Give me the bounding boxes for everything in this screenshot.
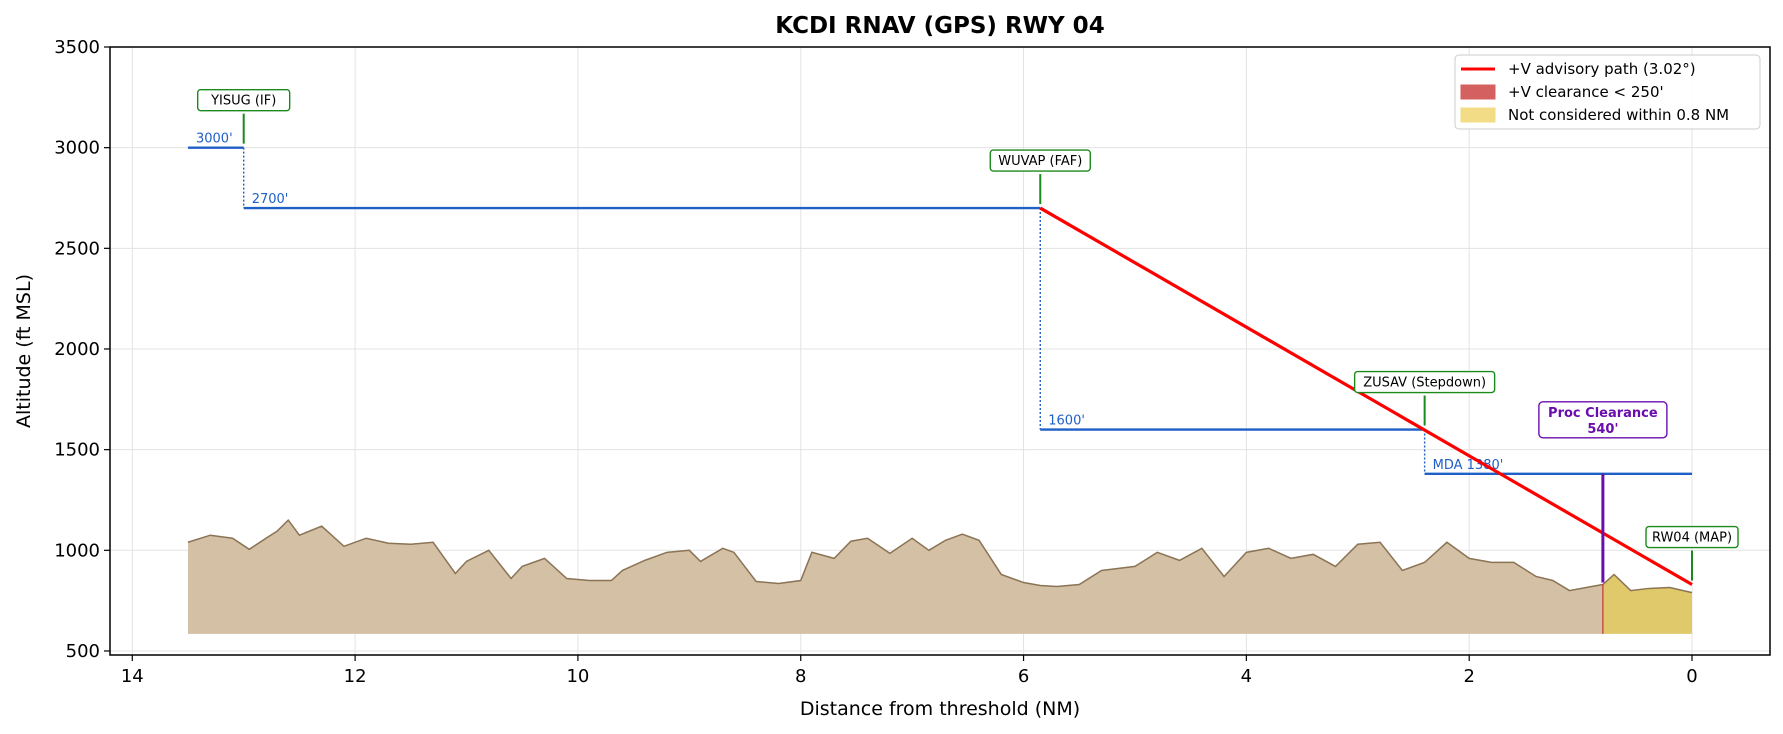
axis-ticks: 14 12 10 8 6 4 2 0 500 1000 1500 2000 2500 3000 3500: [54, 37, 1698, 687]
legend-label: Not considered within 0.8 NM: [1508, 106, 1729, 124]
x-axis-label: Distance from threshold (NM): [800, 698, 1080, 720]
fix-label-box: [989, 149, 1091, 172]
x-tick-label: 10: [566, 666, 589, 687]
advisory-path-line: [1039, 206, 1693, 586]
terrain-area: [187, 520, 1603, 634]
plot-frame: [109, 46, 1771, 656]
legend-patch-swatch: [1460, 84, 1496, 100]
x-tick-label: 0: [1686, 666, 1697, 687]
legend-label: +V advisory path (3.02°): [1508, 60, 1696, 78]
altitude-segment-label: MDA 1380': [1433, 458, 1504, 473]
grid: [110, 46, 1770, 655]
legend-label: +V clearance < 250': [1508, 83, 1664, 101]
fix-markers: YISUG (IF) WUVAP (FAF) ZUSAV (Stepdown) RW0…: [196, 88, 1739, 581]
y-tick-label: 500: [66, 641, 100, 662]
x-tick-label: 6: [1018, 666, 1029, 687]
proc-clearance-label: Proc Clearance: [1548, 406, 1658, 421]
fix-label-box: [1353, 370, 1496, 394]
x-tick-label: 12: [344, 666, 367, 687]
proc-clearance-box: [1538, 401, 1668, 439]
y-tick-label: 3000: [54, 138, 100, 159]
fix-label-box: [1645, 525, 1739, 549]
advisory-path-layer: [1039, 206, 1693, 586]
x-tick-label: 8: [795, 666, 806, 687]
altitude-segments: 3000' 2700' 1600' MDA 1380': [187, 132, 1693, 476]
altitude-segment-label: 2700': [252, 192, 289, 207]
legend: +V advisory path (3.02°) +V clearance < 2…: [1454, 54, 1761, 130]
altitude-segment-label: 3000': [196, 132, 233, 147]
chart-title: KCDI RNAV (GPS) RWY 04: [775, 13, 1104, 39]
x-tick-label: 4: [1241, 666, 1252, 687]
not-considered-area: [1602, 574, 1693, 634]
terrain-profile: [187, 518, 1693, 634]
y-axis-label: Altitude (ft MSL): [13, 274, 35, 428]
y-tick-label: 1000: [54, 540, 100, 561]
fix-label: WUVAP (FAF): [998, 154, 1082, 169]
altitude-segment-label: 1600': [1048, 414, 1085, 429]
x-tick-label: 2: [1463, 666, 1474, 687]
legend-patch-swatch: [1460, 107, 1496, 123]
y-tick-label: 2500: [54, 238, 100, 259]
y-tick-label: 1500: [54, 440, 100, 461]
proc-clearance-value: 540': [1587, 422, 1618, 437]
y-tick-label: 3500: [54, 37, 100, 58]
terrain-line: [187, 518, 1693, 594]
legend-box: [1454, 54, 1761, 130]
fix-label: ZUSAV (Stepdown): [1363, 376, 1486, 391]
y-tick-label: 2000: [54, 339, 100, 360]
fix-label: RW04 (MAP): [1652, 531, 1732, 546]
fix-label-box: [196, 88, 291, 112]
fix-label: YISUG (IF): [210, 94, 276, 109]
x-tick-label: 14: [121, 666, 144, 687]
